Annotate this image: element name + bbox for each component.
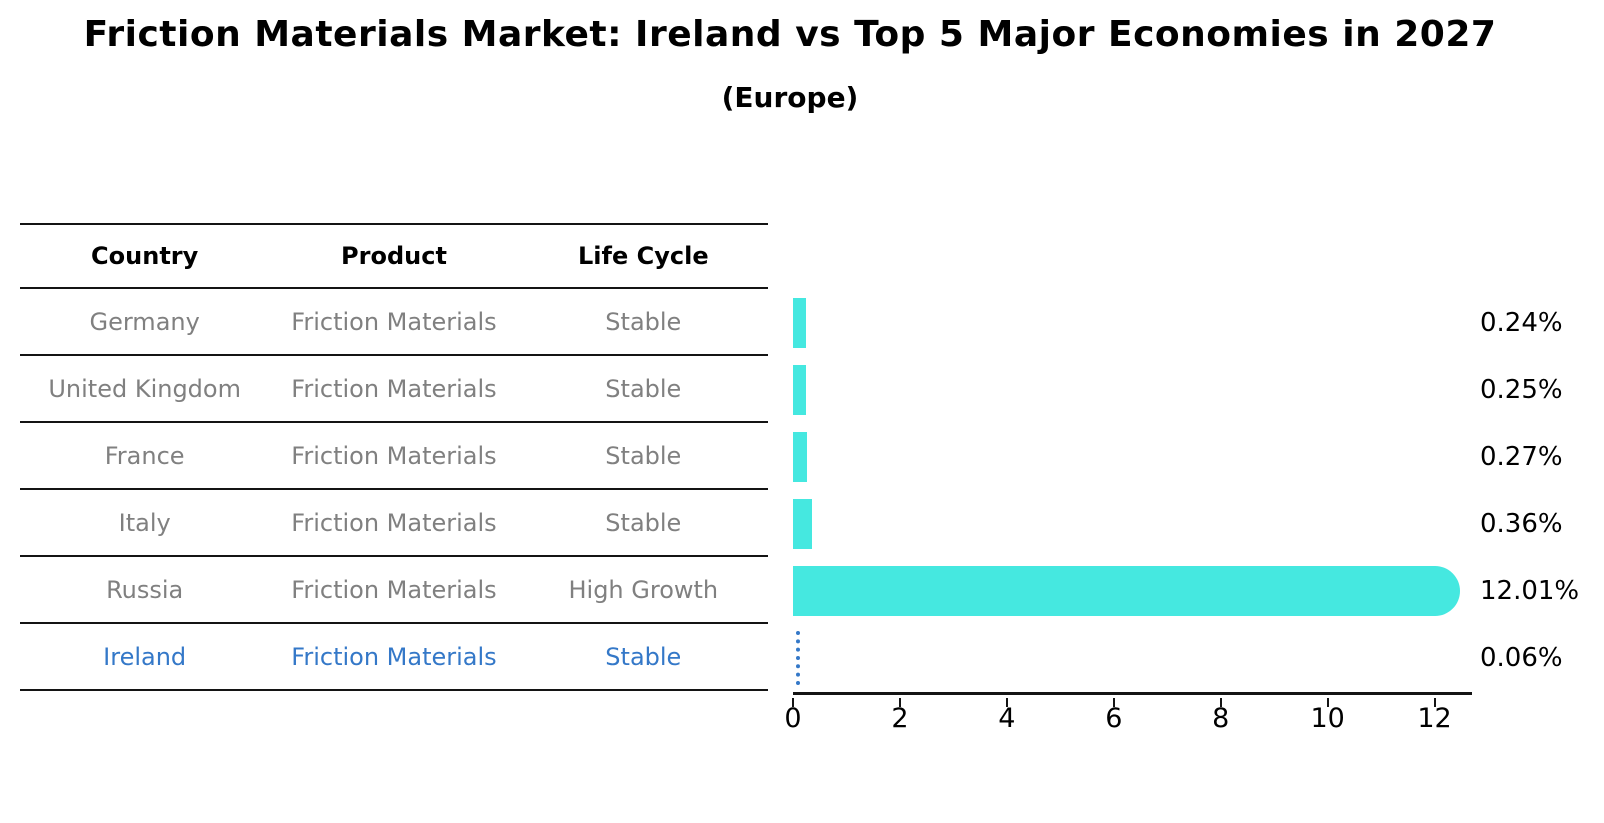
product-cell: Friction Materials: [291, 307, 497, 336]
country-cell: France: [104, 441, 185, 470]
bar-value-label: 0.24%: [1480, 307, 1563, 338]
bar-value-label: 0.27%: [1480, 441, 1563, 472]
country-cell: Ireland: [103, 642, 187, 671]
x-axis-tick-label: 6: [1105, 703, 1123, 734]
bar: [793, 297, 806, 348]
table-row: Italy Friction Materials Stable: [20, 490, 768, 557]
lifecycle-cell: Stable: [605, 508, 682, 537]
x-axis-tick-label: 4: [998, 703, 1016, 734]
chart-title: Friction Materials Market: Ireland vs To…: [83, 14, 1497, 55]
product-cell: Friction Materials: [291, 508, 497, 537]
table-row: France Friction Materials Stable: [20, 423, 768, 490]
table-header-row: Country Product Life Cycle: [20, 223, 768, 289]
x-axis-tick: [1326, 698, 1329, 707]
country-cell: Italy: [118, 508, 171, 537]
x-axis-tick-label: 10: [1310, 703, 1345, 734]
x-axis-tick: [1112, 698, 1115, 707]
bar-value-label: 0.06%: [1480, 642, 1563, 673]
product-cell: Friction Materials: [291, 642, 497, 671]
country-cell: Russia: [106, 575, 184, 604]
bar: [793, 565, 1461, 616]
lifecycle-cell: Stable: [605, 642, 682, 671]
bar: [793, 498, 813, 549]
country-cell: Germany: [89, 307, 200, 336]
bar: [793, 364, 807, 415]
product-cell: Friction Materials: [291, 374, 497, 403]
table-row: United Kingdom Friction Materials Stable: [20, 356, 768, 423]
x-axis-tick: [792, 698, 794, 707]
x-axis-tick-label: 2: [891, 703, 909, 734]
x-axis-tick-label: 8: [1212, 703, 1230, 734]
lifecycle-cell: Stable: [605, 374, 682, 403]
x-axis-tick: [1005, 698, 1008, 707]
lifecycle-cell: Stable: [605, 441, 682, 470]
product-cell: Friction Materials: [291, 441, 497, 470]
chart-subtitle: (Europe): [721, 81, 859, 114]
bar-value-label: 0.25%: [1480, 374, 1563, 405]
data-table: Country Product Life Cycle Germany Fricti…: [20, 223, 768, 691]
value-labels: 0.24% 0.25% 0.27% 0.36% 12.01% 0.06%: [1480, 289, 1604, 695]
column-header-country: Country: [91, 242, 199, 270]
table-row: Germany Friction Materials Stable: [20, 289, 768, 356]
bar-value-label: 12.01%: [1480, 575, 1580, 606]
product-cell: Friction Materials: [291, 575, 497, 604]
x-axis-tick: [1219, 698, 1222, 707]
x-axis-tick-label: 12: [1417, 703, 1452, 734]
table-row: Ireland Friction Materials Stable: [20, 624, 768, 691]
bar-dashed-highlight: [796, 630, 801, 685]
country-cell: United Kingdom: [48, 374, 241, 403]
bar-plot: 0 2 4 6 8 10 12: [784, 289, 1472, 734]
table-row: Russia Friction Materials High Growth: [20, 557, 768, 624]
bar: [793, 431, 808, 482]
table-body: Germany Friction Materials Stable United Ki…: [20, 289, 768, 691]
x-axis-tick-label: 0: [784, 703, 802, 734]
column-header-lifecycle: Life Cycle: [578, 242, 709, 270]
lifecycle-cell: Stable: [605, 307, 682, 336]
column-header-product: Product: [341, 242, 447, 270]
lifecycle-cell: High Growth: [568, 575, 719, 604]
x-axis-tick: [898, 698, 901, 707]
x-axis-tick: [1433, 698, 1436, 707]
bar-value-label: 0.36%: [1480, 508, 1563, 539]
